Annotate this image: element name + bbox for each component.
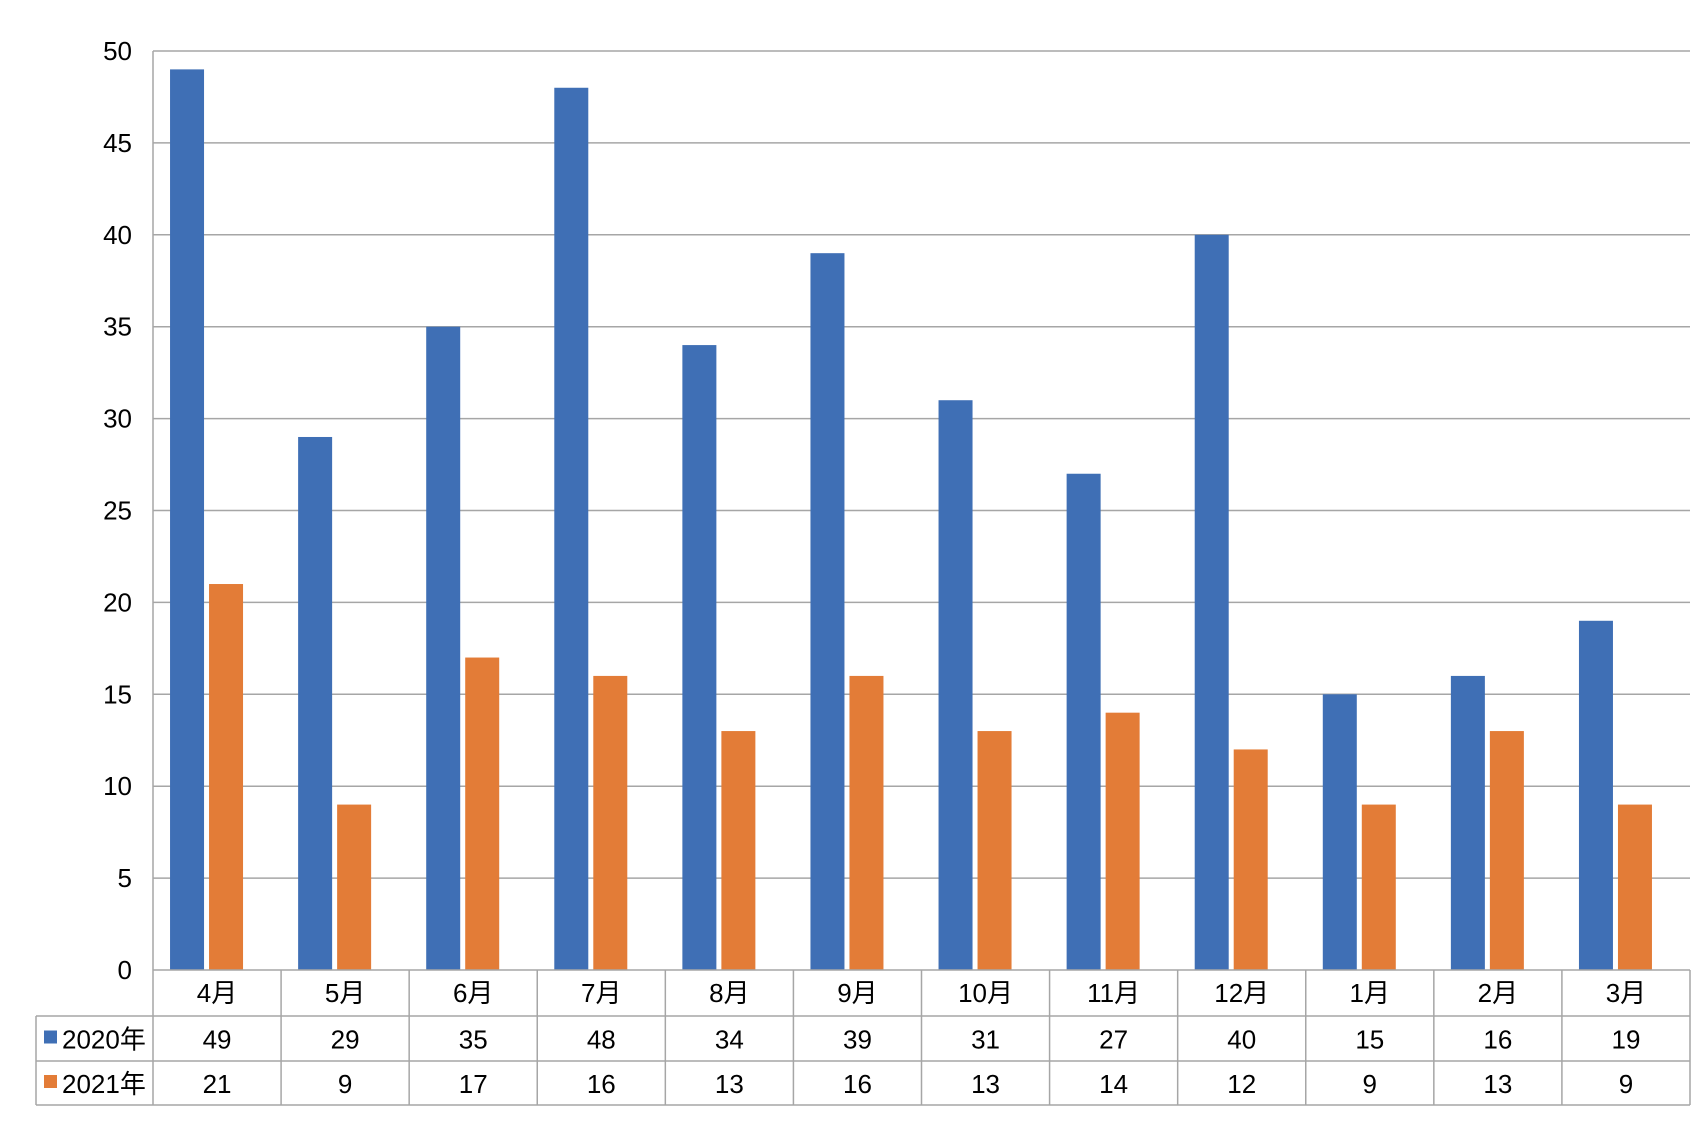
bar-series1 <box>1066 473 1101 970</box>
data-table-value: 16 <box>1483 1025 1512 1055</box>
data-table-value: 9 <box>1363 1069 1377 1099</box>
data-table-value: 16 <box>587 1069 616 1099</box>
data-table-value: 48 <box>587 1025 616 1055</box>
data-table-value: 19 <box>1611 1025 1640 1055</box>
data-table-value: 13 <box>715 1069 744 1099</box>
legend-label-series1: 2020年 <box>62 1025 146 1055</box>
legend-key-series1 <box>44 1030 57 1044</box>
bar-series1 <box>1322 694 1357 970</box>
data-table-value: 17 <box>459 1069 488 1099</box>
bar-series1 <box>938 400 973 971</box>
y-tick-label: 30 <box>103 404 132 434</box>
data-table-value: 13 <box>1483 1069 1512 1099</box>
y-tick-label: 25 <box>103 496 132 526</box>
data-table-value: 34 <box>715 1025 744 1055</box>
data-table-value: 40 <box>1227 1025 1256 1055</box>
x-category-label: 11月 <box>1087 978 1140 1008</box>
data-table-value: 31 <box>971 1025 1000 1055</box>
y-tick-label: 20 <box>103 587 132 617</box>
y-tick-label: 35 <box>103 312 132 342</box>
bar-series1 <box>554 87 589 970</box>
bar-series2 <box>1489 731 1524 970</box>
bar-series2 <box>977 731 1012 970</box>
y-tick-label: 5 <box>118 863 132 893</box>
bar-series1 <box>426 326 461 970</box>
data-table-value: 15 <box>1355 1025 1384 1055</box>
legend-key-series2 <box>44 1075 57 1088</box>
bar-series2 <box>849 675 884 970</box>
data-table-value: 29 <box>331 1025 360 1055</box>
x-category-label: 7月 <box>581 978 621 1008</box>
bar-series1 <box>1450 675 1485 970</box>
data-table-value: 14 <box>1099 1069 1128 1099</box>
data-table-value: 27 <box>1099 1025 1128 1055</box>
y-tick-label: 45 <box>103 128 132 158</box>
bar-series2 <box>465 657 500 970</box>
bar-series2 <box>1233 749 1268 970</box>
bar-series2 <box>1105 712 1140 970</box>
y-tick-label: 15 <box>103 679 132 709</box>
x-category-label: 5月 <box>325 978 365 1008</box>
y-tick-label: 50 <box>103 36 132 66</box>
x-category-label: 12月 <box>1214 978 1269 1008</box>
bar-series2 <box>593 675 628 970</box>
bar-series1 <box>1194 234 1229 971</box>
bar-series2 <box>1361 804 1396 970</box>
bar-series1 <box>1578 620 1613 970</box>
data-table-value: 49 <box>203 1025 232 1055</box>
x-category-label: 3月 <box>1606 978 1646 1008</box>
bar-series1 <box>810 253 845 970</box>
x-category-label: 4月 <box>197 978 237 1008</box>
y-tick-label: 0 <box>118 955 132 985</box>
bar-series2 <box>721 731 756 970</box>
x-category-label: 10月 <box>958 978 1013 1008</box>
x-category-label: 8月 <box>709 978 749 1008</box>
data-table-value: 13 <box>971 1069 1000 1099</box>
bar-series1 <box>682 345 717 971</box>
bar-series1 <box>170 69 205 970</box>
data-table-value: 35 <box>459 1025 488 1055</box>
x-category-label: 9月 <box>837 978 877 1008</box>
y-tick-label: 10 <box>103 771 132 801</box>
bar-series1 <box>298 436 333 971</box>
data-table-value: 16 <box>843 1069 872 1099</box>
data-table-value: 21 <box>203 1069 232 1099</box>
bar-series2 <box>337 804 372 970</box>
bar-series2 <box>1617 804 1652 970</box>
data-table-value: 9 <box>1619 1069 1633 1099</box>
x-category-label: 6月 <box>453 978 493 1008</box>
data-table-value: 12 <box>1227 1069 1256 1099</box>
y-tick-label: 40 <box>103 220 132 250</box>
legend-label-series2: 2021年 <box>62 1069 146 1099</box>
x-category-label: 1月 <box>1350 978 1390 1008</box>
x-category-label: 2月 <box>1478 978 1518 1008</box>
bar-series2 <box>209 584 244 970</box>
data-table-value: 9 <box>338 1069 352 1099</box>
data-table-value: 39 <box>843 1025 872 1055</box>
